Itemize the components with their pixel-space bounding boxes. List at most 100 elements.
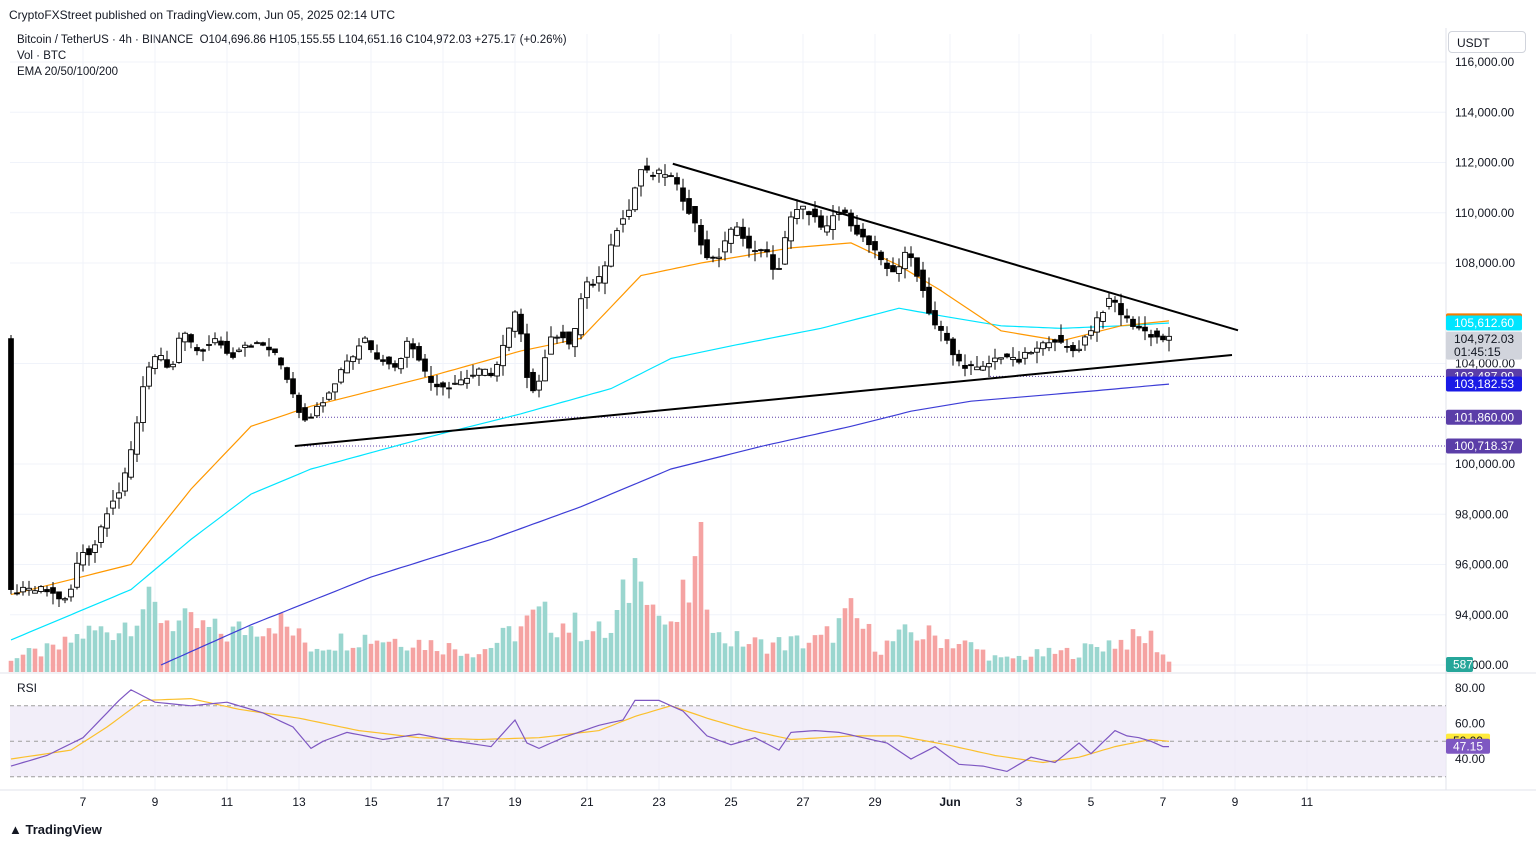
volume-bar	[362, 634, 368, 672]
candle-body	[1004, 353, 1010, 358]
candle-body	[446, 387, 452, 390]
volume-bar	[1058, 650, 1064, 672]
volume-bar	[950, 648, 956, 672]
candle-body	[1076, 348, 1082, 352]
y-tick-label: 112,000.00	[1455, 156, 1514, 170]
volume-bar	[752, 637, 758, 672]
candle-body	[194, 347, 200, 352]
volume-legend[interactable]: Vol · BTC	[17, 50, 67, 62]
volume-bar	[680, 579, 686, 672]
candle-body	[368, 340, 374, 351]
candle-body	[152, 356, 158, 369]
volume-bar	[68, 642, 74, 672]
candle-body	[266, 346, 272, 351]
volume-bar	[698, 521, 704, 672]
volume-bar	[224, 641, 230, 672]
volume-bar	[578, 641, 584, 672]
candle-body	[884, 262, 890, 269]
volume-bar	[410, 647, 416, 672]
volume-bar	[158, 623, 164, 672]
volume-bar	[1088, 644, 1094, 672]
volume-bar	[1046, 647, 1052, 672]
candle-body	[848, 212, 854, 227]
volume-bar	[710, 632, 716, 672]
volume-bar	[1112, 648, 1118, 672]
candle-body	[998, 357, 1004, 360]
candle-body	[26, 587, 32, 591]
volume-bar	[440, 654, 446, 672]
candle-body	[914, 257, 920, 277]
candle-body	[788, 216, 794, 242]
volume-bar	[992, 655, 998, 672]
candle-body	[494, 364, 500, 377]
volume-bar	[302, 642, 308, 672]
volume-bar	[182, 608, 188, 672]
volume-bar	[380, 642, 386, 672]
y-tick-label: 108,000.00	[1455, 256, 1515, 270]
volume-bar	[374, 640, 380, 672]
candle-body	[860, 228, 866, 238]
volume-bar	[572, 612, 578, 672]
volume-bar	[248, 626, 254, 672]
candle-body	[374, 352, 380, 360]
volume-bar	[254, 636, 260, 672]
candle-body	[734, 226, 740, 236]
price-badge: 103,182.53	[1446, 376, 1522, 392]
candle-body	[614, 230, 620, 247]
volume-bar	[530, 609, 536, 672]
candle-body	[1046, 342, 1052, 349]
symbol-legend: Bitcoin / TetherUS · 4h · BINANCE O104,6…	[17, 34, 567, 46]
volume-bar	[650, 604, 656, 672]
candle-body	[482, 368, 488, 376]
candle-body	[1016, 358, 1022, 363]
volume-bar	[512, 641, 518, 672]
candle-body	[452, 382, 458, 385]
price-badge-bg	[1446, 315, 1522, 331]
volume-bar	[626, 602, 632, 672]
candle-body	[782, 237, 788, 265]
candle-body	[536, 380, 542, 391]
candle-body	[188, 334, 194, 343]
candle-body	[842, 209, 848, 214]
candle-body	[1142, 326, 1148, 332]
volume-bar	[632, 558, 638, 672]
volume-bar	[518, 626, 524, 672]
volume-bar	[92, 630, 98, 672]
volume-bar	[1052, 653, 1058, 672]
candle-body	[122, 472, 128, 492]
candle-body	[68, 588, 74, 598]
volume-bar	[812, 635, 818, 672]
candle-body	[806, 211, 812, 216]
volume-bar	[344, 650, 350, 672]
volume-bar	[116, 633, 122, 672]
volume-bar	[878, 654, 884, 672]
candle-body	[428, 376, 434, 383]
volume-bar	[908, 632, 914, 672]
symbol-name[interactable]: Bitcoin / TetherUS · 4h · BINANCE	[17, 34, 194, 46]
volume-bar	[1154, 652, 1160, 672]
ema50-line	[10, 307, 1170, 641]
candle-body	[560, 331, 566, 339]
volume-bar	[842, 608, 848, 672]
volume-bar	[278, 613, 284, 672]
currency-button[interactable]: USDT	[1448, 31, 1526, 53]
volume-bar	[314, 648, 320, 672]
candle-body	[812, 208, 818, 218]
price-badge-text: 100,718.37	[1454, 439, 1514, 453]
candle-body	[680, 187, 686, 202]
candle-body	[74, 562, 80, 588]
candle-body	[908, 253, 914, 259]
volume-bar	[1010, 658, 1016, 672]
candle-body	[272, 348, 278, 353]
candle-body	[458, 379, 464, 386]
volume-bar	[110, 640, 116, 672]
volume-bar	[998, 657, 1004, 672]
candle-body	[722, 240, 728, 253]
ema-legend[interactable]: EMA 20/50/100/200	[17, 66, 119, 78]
volume-bar	[164, 620, 170, 672]
candle-body	[1022, 351, 1028, 359]
candle-body	[32, 590, 38, 594]
candle-body	[950, 338, 956, 356]
volume-bar	[704, 609, 710, 672]
